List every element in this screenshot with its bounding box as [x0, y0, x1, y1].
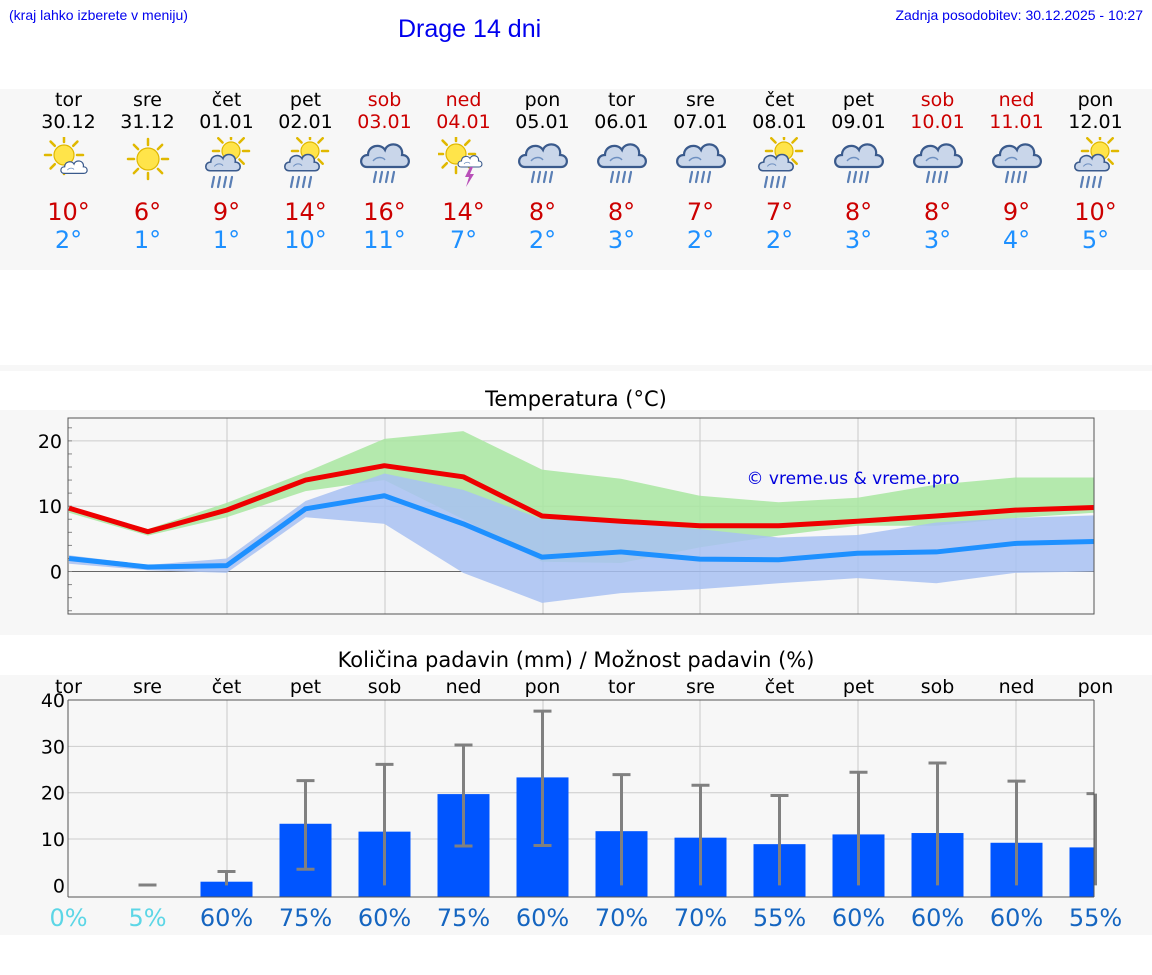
temperature-band [0, 410, 1152, 635]
cloud-rain-icon [359, 137, 411, 195]
day-date: 30.12 [41, 111, 96, 133]
day-name: tor [55, 89, 82, 111]
max-temp: 14° [284, 198, 327, 226]
day-name: ned [445, 89, 482, 111]
min-temp: 3° [844, 226, 873, 254]
precipitation-band [0, 675, 1152, 935]
day-date: 31.12 [120, 111, 175, 133]
min-temp: 2° [54, 226, 83, 254]
cloud-rain-icon [991, 137, 1043, 195]
max-temp: 8° [844, 198, 873, 226]
min-temp: 2° [765, 226, 794, 254]
day-name: pet [842, 89, 875, 111]
day-date: 09.01 [831, 111, 886, 133]
sun-thunder-icon [435, 133, 490, 195]
sun-icon [122, 137, 174, 195]
sun-cloud-icon [43, 134, 95, 195]
day-date: 06.01 [594, 111, 649, 133]
min-temp: 1° [212, 226, 241, 254]
day-date: 01.01 [199, 111, 254, 133]
day-name: sob [920, 89, 955, 111]
min-temp: 4° [1002, 226, 1031, 254]
day-name: pet [289, 89, 322, 111]
sun-rain-icon [754, 131, 806, 195]
min-temp: 1° [133, 226, 162, 254]
location-menu-hint[interactable]: (kraj lahko izberete v meniju) [9, 7, 188, 23]
day-name: tor [608, 89, 635, 111]
day-name: čet [211, 89, 242, 111]
day-date: 04.01 [436, 111, 491, 133]
min-temp: 3° [607, 226, 636, 254]
day-date: 08.01 [752, 111, 807, 133]
max-temp: 8° [528, 198, 557, 226]
min-temp: 3° [923, 226, 952, 254]
cloud-rain-icon [912, 137, 964, 195]
cloud-rain-icon [596, 137, 648, 195]
day-date: 11.01 [989, 111, 1044, 133]
max-temp: 10° [1074, 198, 1117, 226]
day-name: sre [133, 89, 162, 111]
daily-forecast-band [0, 89, 1152, 270]
day-name: pon [524, 89, 561, 111]
last-updated: Zadnja posodobitev: 30.12.2025 - 10:27 [895, 7, 1143, 23]
cloud-rain-icon [833, 137, 885, 195]
temperature-chart-title: Temperatura (°C) [485, 387, 667, 411]
max-temp: 7° [765, 198, 794, 226]
sun-rain-icon [201, 131, 253, 195]
max-temp: 10° [47, 198, 90, 226]
min-temp: 5° [1081, 226, 1110, 254]
max-temp: 14° [442, 198, 485, 226]
day-date: 12.01 [1068, 111, 1123, 133]
day-date: 07.01 [673, 111, 728, 133]
day-name: čet [764, 89, 795, 111]
min-temp: 2° [686, 226, 715, 254]
max-temp: 6° [133, 198, 162, 226]
separator-band [0, 365, 1152, 371]
max-temp: 9° [212, 198, 241, 226]
max-temp: 8° [923, 198, 952, 226]
day-name: ned [998, 89, 1035, 111]
sun-rain-icon [280, 131, 332, 195]
day-date: 02.01 [278, 111, 333, 133]
cloud-rain-icon [517, 137, 569, 195]
max-temp: 9° [1002, 198, 1031, 226]
sun-rain-icon [1070, 131, 1122, 195]
max-temp: 7° [686, 198, 715, 226]
day-name: sre [686, 89, 715, 111]
max-temp: 8° [607, 198, 636, 226]
cloud-rain-icon [675, 137, 727, 195]
day-name: sob [367, 89, 402, 111]
max-temp: 16° [363, 198, 406, 226]
precipitation-chart-title: Količina padavin (mm) / Možnost padavin … [337, 648, 815, 672]
day-name: pon [1077, 89, 1114, 111]
day-date: 03.01 [357, 111, 412, 133]
day-date: 10.01 [910, 111, 965, 133]
min-temp: 11° [363, 226, 406, 254]
min-temp: 2° [528, 226, 557, 254]
min-temp: 10° [284, 226, 327, 254]
min-temp: 7° [449, 226, 478, 254]
page-title: Drage 14 dni [398, 15, 542, 43]
day-date: 05.01 [515, 111, 570, 133]
